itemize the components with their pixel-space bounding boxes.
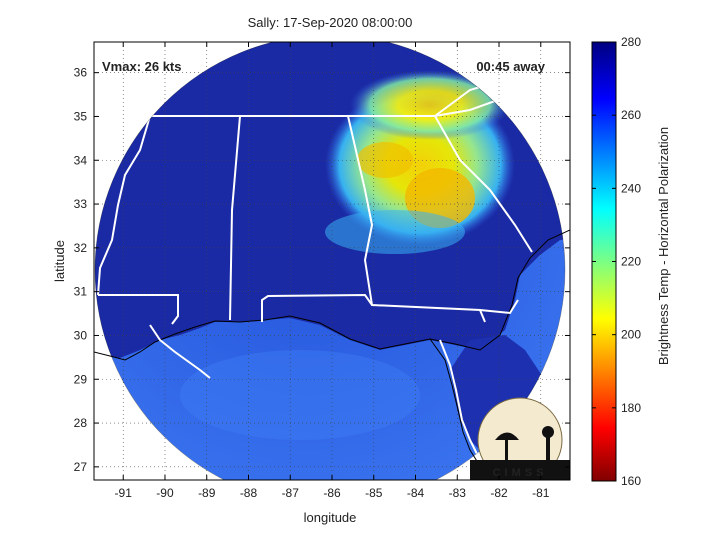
y-tick-label: 28 — [74, 416, 88, 430]
colorbar-tick-label: 220 — [621, 255, 641, 269]
y-axis-label: latitude — [52, 240, 67, 282]
al-ga-border — [347, 115, 374, 306]
x-tick-label: -87 — [282, 486, 300, 500]
state-borders — [94, 74, 533, 461]
swath-outline — [94, 42, 566, 480]
colorbar-tick-label: 280 — [621, 35, 641, 49]
gulf-coast-white — [149, 324, 211, 379]
y-tick-label: 33 — [74, 197, 88, 211]
vmax-label: Vmax: 26 kts — [102, 59, 182, 74]
state-line-35n — [94, 91, 521, 117]
y-tick-label: 27 — [74, 460, 88, 474]
ga-fl-border — [479, 299, 519, 315]
y-tick-label: 34 — [74, 153, 88, 167]
x-tick-label: -90 — [156, 486, 174, 500]
y-tick-label: 29 — [74, 372, 88, 386]
storm-core-west — [357, 142, 413, 178]
ga-sc-border — [434, 115, 533, 253]
time-away-label: 00:45 away — [476, 59, 545, 74]
satellite-swath — [95, 42, 565, 480]
colorbar-tick-label: 260 — [621, 108, 641, 122]
x-tick-label: -81 — [532, 486, 550, 500]
ar-ms-border — [97, 115, 151, 296]
y-axis: 27 28 29 30 31 32 33 34 35 36 — [74, 66, 570, 474]
storm-field-north — [350, 70, 510, 140]
x-tick-label: -91 — [115, 486, 133, 500]
x-tick-label: -89 — [198, 486, 216, 500]
colorbar-tick-label: 160 — [621, 474, 641, 488]
ms-al-border — [229, 115, 241, 321]
florida-coast — [429, 338, 481, 467]
fl-peninsula-border — [439, 339, 481, 461]
gulf-band — [180, 350, 420, 440]
y-tick-label: 31 — [74, 285, 88, 299]
colorbar-ticks: 160 180 200 220 240 260 280 — [592, 35, 641, 488]
storm-tail — [325, 210, 465, 254]
x-axis: -91 -90 -89 -88 -87 -86 -85 -84 -83 -82 -81 — [115, 42, 550, 500]
x-tick-label: -88 — [240, 486, 258, 500]
map-title: Sally: 17-Sep-2020 08:00:00 — [248, 15, 413, 30]
coastline — [94, 229, 570, 361]
logo-text: CIMSS — [493, 467, 548, 479]
y-tick-label: 30 — [74, 328, 88, 342]
colorbar-label: Brightness Temp - Horizontal Polarizatio… — [656, 127, 671, 365]
x-tick-label: -86 — [323, 486, 341, 500]
x-tick-label: -83 — [449, 486, 467, 500]
cimss-logo: CIMSS — [470, 397, 570, 480]
y-tick-label: 36 — [74, 66, 88, 80]
x-axis-label: longitude — [304, 510, 357, 525]
y-tick-label: 32 — [74, 241, 88, 255]
x-tick-label: -82 — [490, 486, 508, 500]
colorbar-tick-label: 240 — [621, 181, 641, 195]
x-tick-label: -84 — [407, 486, 425, 500]
x-tick-label: -85 — [365, 486, 383, 500]
la-ms-border — [98, 294, 179, 325]
colorbar-tick-label: 200 — [621, 328, 641, 342]
colorbar-tick-label: 180 — [621, 401, 641, 415]
y-tick-label: 35 — [74, 109, 88, 123]
tn-nc-border — [434, 74, 521, 117]
map-area: Vmax: 26 kts 00:45 away CIMSS — [94, 42, 570, 480]
